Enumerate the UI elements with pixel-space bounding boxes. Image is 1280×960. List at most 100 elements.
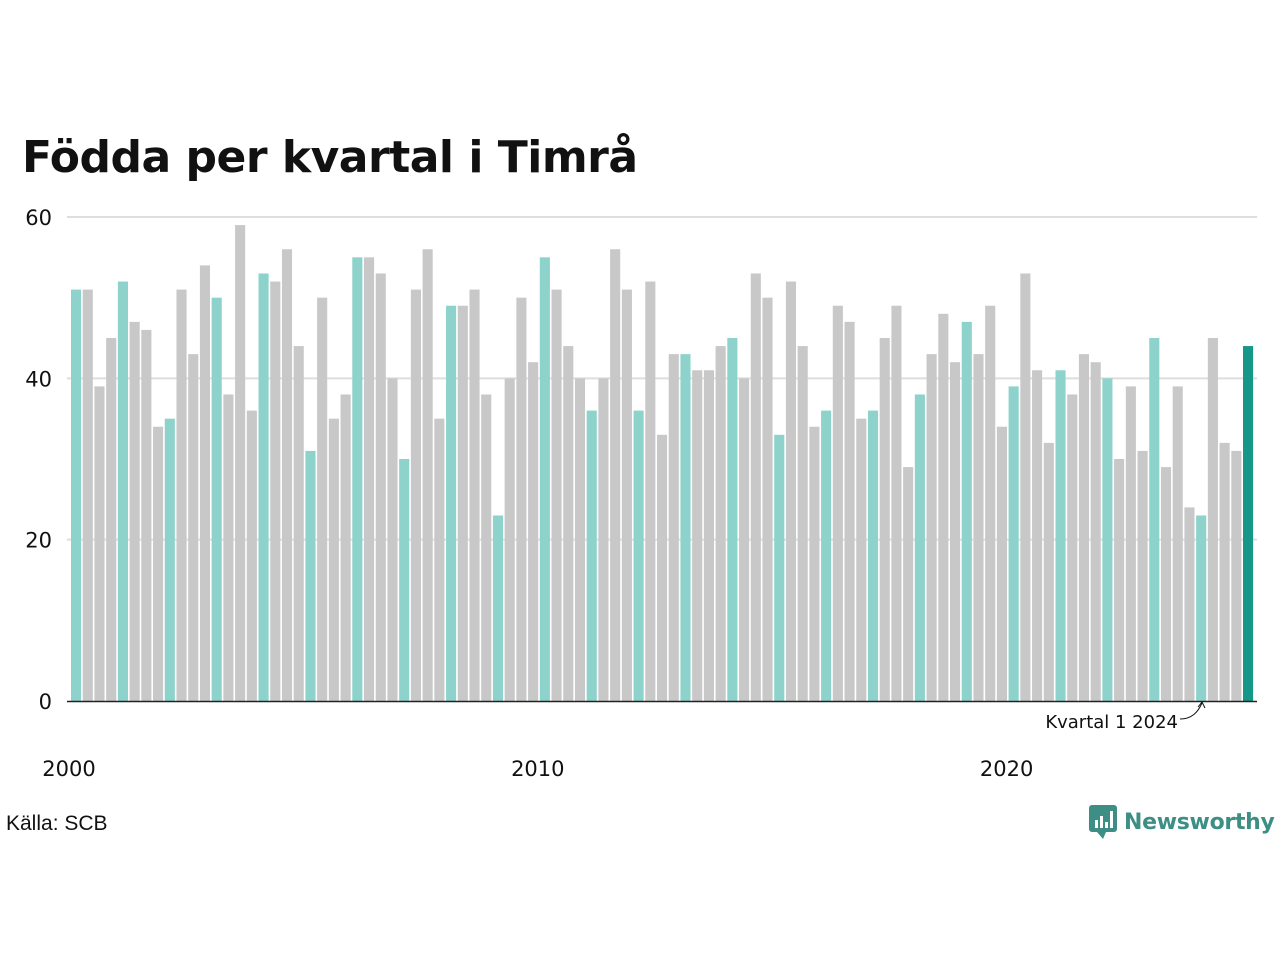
bar [117,281,128,701]
bar [270,281,281,701]
bar [586,410,597,701]
y-tick-label: 60 [25,206,52,230]
bar [914,394,925,701]
bar [610,249,621,701]
bar [1207,338,1218,701]
bar [985,305,996,701]
bar [481,394,492,701]
bar [539,257,550,701]
bar [1172,386,1183,701]
bar [410,289,421,701]
bar [1055,370,1066,701]
bar [1114,459,1125,701]
bar [504,378,515,701]
bar [1219,442,1230,701]
source-label: Källa: SCB [6,812,108,835]
bar [492,515,504,701]
bar [938,313,949,701]
bar [1090,362,1101,701]
bar [598,378,609,701]
annotation-label: Kvartal 1 2024 [1045,712,1178,733]
bar [1043,442,1054,701]
bar [375,273,386,701]
x-axis-ticks: 2000 2010 2020 [42,757,1033,781]
bar [633,410,644,701]
annotation-arrow [1179,702,1203,720]
bar [739,378,750,701]
bar [785,281,797,701]
brand-logo: Newsworthy [1088,804,1275,840]
bar [762,297,773,701]
bar [71,289,82,701]
bar [446,305,457,701]
bar [692,370,703,701]
bar [188,354,199,701]
bar [1067,394,1078,701]
bar [164,418,175,701]
bar-chart: 0 20 40 60 2000 2010 2020 Kvartal 1 2024 [25,206,1257,781]
bar [879,338,890,701]
bar [950,362,961,701]
bar [129,321,140,701]
bar [750,273,761,701]
bar [199,265,211,701]
bar [903,467,914,701]
bar [926,354,937,701]
bar [153,426,164,701]
bar [1020,273,1031,701]
bar [281,249,293,701]
newsworthy-logo-icon [1089,805,1117,839]
bar [94,386,105,701]
bar [399,459,410,701]
bar [305,450,316,701]
bar [328,418,339,701]
bar [457,305,468,701]
y-tick-label: 40 [25,367,52,391]
bar [1184,507,1195,701]
bar [1008,386,1019,701]
bar [1032,370,1043,701]
latest-annotation: Kvartal 1 2024 [1045,701,1206,733]
chart-title: Födda per kvartal i Timrå [22,132,638,183]
bar [293,346,304,701]
bar [797,346,808,701]
bar [657,434,668,701]
bar [246,410,257,701]
bar [844,321,855,701]
bar [867,410,879,701]
bar [973,354,984,701]
bar [317,297,328,701]
bar [211,297,222,701]
bar [727,338,738,701]
y-tick-label: 20 [25,529,52,553]
bar [856,418,867,701]
y-axis-ticks: 0 20 40 60 [25,206,52,714]
bar [996,426,1007,701]
bar [1160,467,1172,701]
bar [832,305,843,701]
bar [1231,450,1242,701]
bar [1137,450,1148,701]
y-tick-label: 0 [39,690,52,714]
bar [1078,354,1090,701]
bar [82,289,93,701]
x-tick-label: 2010 [511,757,564,781]
bar [774,434,785,701]
brand-name: Newsworthy [1124,809,1275,835]
bar [340,394,351,701]
bar [563,346,574,701]
bar [258,273,269,701]
x-tick-label: 2000 [42,757,95,781]
bar [1149,338,1160,701]
bar [364,257,375,701]
bar [352,257,363,701]
bar [645,281,656,701]
bar [469,289,480,701]
bars [71,225,1254,701]
bar [574,378,586,701]
bar [1102,378,1113,701]
bar [106,338,117,701]
bar [1125,386,1136,701]
bar [1196,515,1207,701]
bar [387,378,398,701]
